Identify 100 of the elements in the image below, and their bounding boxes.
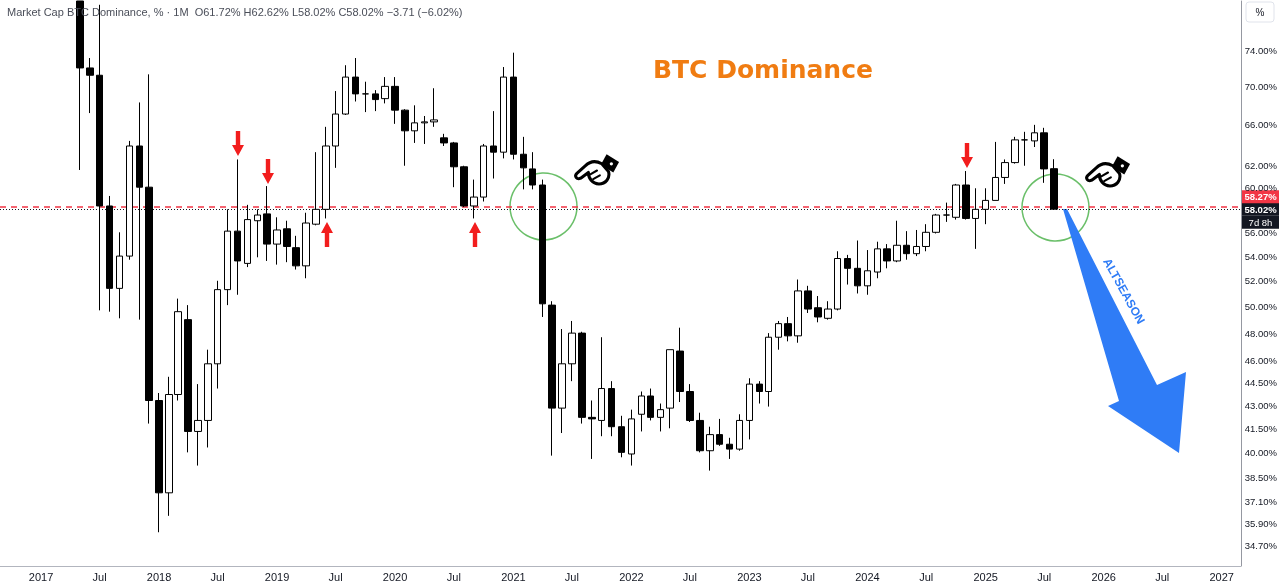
candlestick	[784, 316, 792, 342]
x-tick-label: Jul	[919, 570, 934, 583]
candlestick	[548, 300, 556, 457]
candlestick	[903, 230, 910, 261]
x-tick-label: 2021	[501, 570, 526, 583]
candlestick	[628, 409, 635, 467]
candlestick	[372, 89, 379, 112]
candlestick	[391, 76, 399, 125]
y-tick-label: 60.00%	[1244, 181, 1278, 193]
candlestick	[1001, 158, 1009, 185]
candlestick	[539, 179, 546, 318]
candlestick	[943, 202, 950, 223]
y-tick-label: 37.10%	[1244, 496, 1278, 508]
candlestick	[804, 285, 812, 314]
x-tick-label: 2023	[737, 570, 762, 583]
candlestick	[992, 141, 999, 201]
candlestick	[922, 223, 930, 252]
candlestick	[362, 81, 369, 113]
candlestick	[932, 213, 940, 234]
candlestick	[814, 295, 822, 323]
y-tick-label: 52.00%	[1244, 275, 1278, 287]
candlestick	[982, 187, 989, 225]
y-tick-label: 70.00%	[1244, 80, 1278, 92]
candlestick	[450, 141, 458, 188]
candlestick	[854, 240, 861, 294]
candlestick	[844, 254, 851, 286]
candlestick	[470, 179, 478, 219]
candlestick	[302, 212, 310, 279]
candlestick	[864, 249, 871, 296]
candlestick	[972, 187, 979, 250]
candlestick	[283, 220, 291, 263]
candlestick	[794, 279, 802, 344]
candlestick	[834, 250, 841, 311]
y-tick-label: 40.00%	[1244, 446, 1278, 458]
y-tick-label: 38.50%	[1244, 471, 1278, 483]
candlestick	[686, 383, 694, 423]
candlestick	[638, 391, 645, 432]
candlestick	[234, 158, 241, 296]
candlestick	[874, 241, 881, 279]
candlestick	[558, 328, 566, 434]
candlestick	[194, 383, 202, 467]
candlestick	[244, 204, 251, 268]
y-tick-label: 54.00%	[1244, 250, 1278, 262]
ref-line-label: 58.27%	[1244, 191, 1278, 203]
x-tick-label: 2025	[973, 570, 998, 583]
candlestick	[608, 380, 615, 437]
candlestick	[1021, 131, 1028, 167]
x-tick-label: 2018	[146, 570, 172, 583]
candlestick	[893, 220, 901, 263]
candlestick	[706, 426, 714, 472]
x-tick-label: Jul	[328, 570, 343, 583]
candlestick	[883, 243, 891, 269]
candlestick	[696, 412, 704, 453]
x-tick-label: 2017	[28, 570, 54, 583]
candlestick	[401, 108, 409, 167]
y-tick-label: 48.00%	[1244, 327, 1278, 339]
candlestick	[1040, 127, 1048, 184]
x-tick-label: Jul	[800, 570, 815, 583]
candlestick	[214, 280, 221, 390]
candlestick	[618, 415, 625, 458]
candlestick	[529, 151, 536, 190]
candlestick	[765, 332, 772, 408]
candlestick	[676, 327, 684, 403]
candlestick	[126, 140, 133, 261]
y-tick-label: 46.00%	[1244, 355, 1278, 367]
x-tick-label: 2026	[1091, 570, 1116, 583]
candlestick	[352, 57, 359, 102]
candlestick	[1050, 158, 1058, 210]
candlestick	[184, 304, 192, 453]
candlestick	[500, 66, 507, 159]
candlestick	[578, 331, 586, 425]
candlestick	[736, 413, 743, 452]
candlestick	[460, 165, 468, 208]
text: BTC Dominance	[653, 55, 873, 84]
candlestick	[568, 320, 576, 382]
candlestick	[598, 336, 605, 437]
candlestick	[116, 231, 123, 319]
x-tick-label: Jul	[92, 570, 107, 583]
candlestick	[86, 57, 94, 114]
text: 7d 8h	[1248, 216, 1273, 228]
candlestick	[411, 104, 418, 144]
candlestick	[746, 377, 753, 440]
candlestick	[824, 300, 832, 321]
candlestick	[204, 349, 212, 448]
candlestick	[155, 392, 163, 533]
x-tick-label: 2019	[264, 570, 290, 583]
candlestick	[588, 400, 596, 460]
candlestick	[716, 418, 723, 447]
candlestick	[254, 208, 261, 258]
x-tick-label: Jul	[682, 570, 697, 583]
candlestick	[726, 437, 733, 460]
candlestick	[263, 185, 271, 262]
ref-line-label: 58.02%	[1244, 203, 1278, 215]
y-tick-label: 35.90%	[1244, 517, 1278, 529]
x-tick-label: 2020	[382, 570, 408, 583]
candlestick	[520, 136, 527, 190]
candlestick	[136, 101, 143, 321]
x-tick-label: Jul	[1155, 570, 1170, 583]
candlestick	[224, 208, 231, 306]
y-tick-label: 66.00%	[1244, 119, 1278, 131]
